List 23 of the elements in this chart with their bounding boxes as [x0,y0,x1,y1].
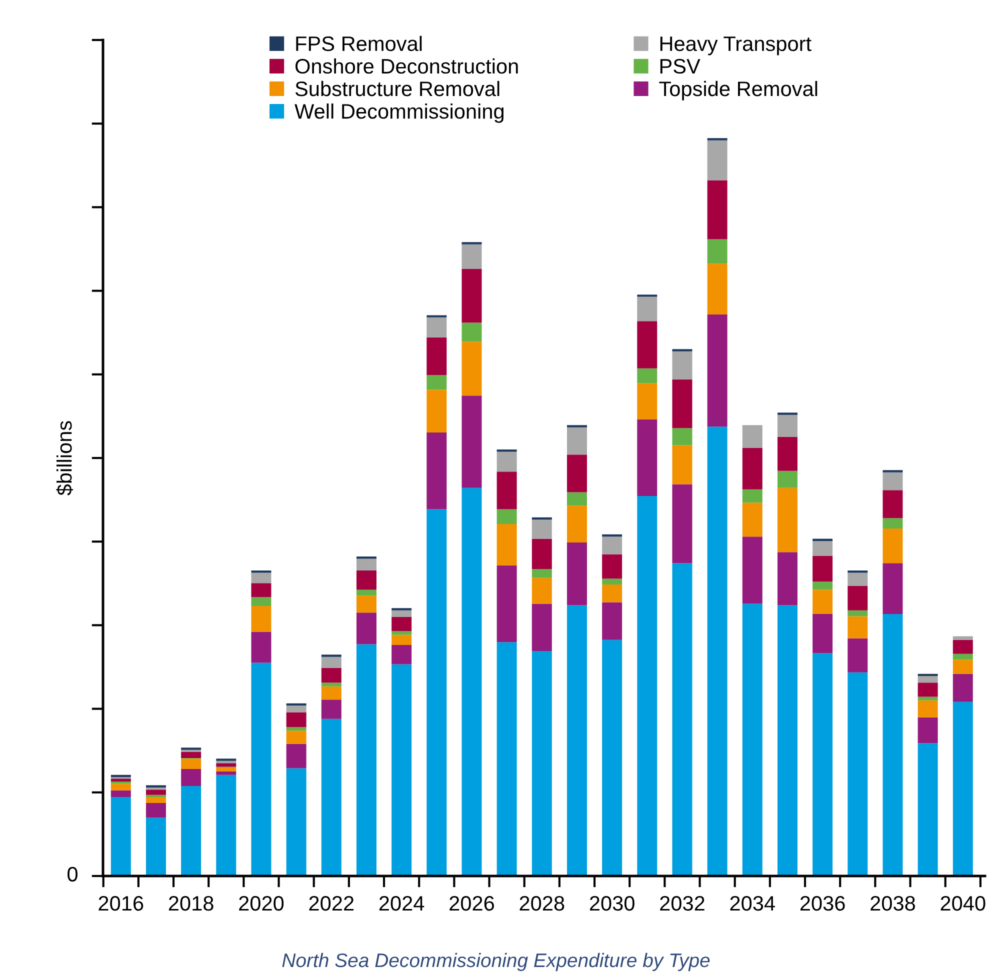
legend-label: Substructure Removal [295,80,500,96]
legend-label: Heavy Transport [660,36,812,56]
legend-label: PSV [660,58,700,74]
y-axis-title: $billions [56,421,74,496]
legend-label: FPS Removal [296,36,422,52]
x-tick-label: 2028 [520,896,564,911]
x-tick-label: 2040 [940,896,986,911]
x-tick-label: 2034 [730,896,775,911]
x-tick-label: 2032 [660,896,704,911]
legend-label: Topside Removal [659,80,818,100]
x-tick-label: 2020 [239,896,284,911]
x-tick-label: 2038 [870,896,915,911]
legend-label: Onshore Deconstruction [295,58,518,74]
x-tick-label: 2018 [168,896,214,911]
x-tick-label: 2036 [800,896,845,911]
x-tick-label: 2030 [590,896,634,911]
x-tick-label: 2022 [309,896,354,911]
legend-label: Well Decommissioning [294,103,504,123]
x-tick-label: 2026 [450,896,494,911]
x-tick-label: 2024 [379,896,424,911]
text: 0 [68,866,78,882]
text: North Sea Decommissioning Expenditure by Type [282,952,710,972]
x-tick-label: 2016 [98,896,144,911]
